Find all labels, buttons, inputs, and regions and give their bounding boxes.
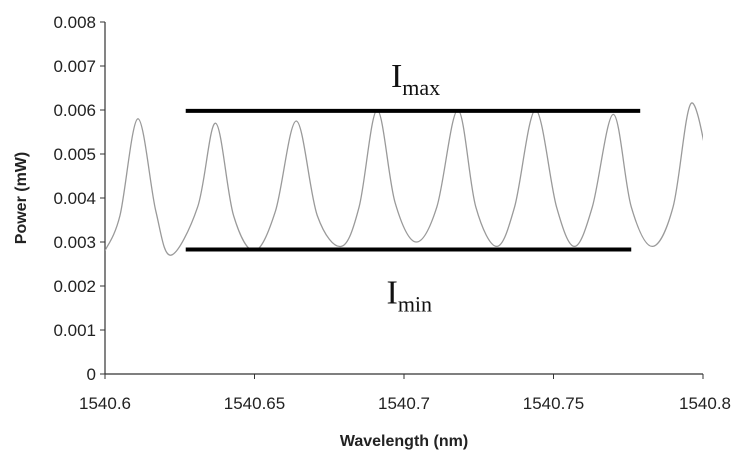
series-layer	[105, 102, 703, 256]
y-axis-ticks: 0 0.001 0.002 0.003 0.004 0.005 0.006 0.007 0.00…	[53, 13, 105, 384]
y-tick-label: 0.005	[53, 145, 96, 164]
y-axis-title: Power (mW)	[13, 152, 30, 244]
x-axis-ticks: 1540.6 1540.65 1540.7 1540.75 1540.8	[79, 374, 731, 413]
x-tick-label: 1540.8	[679, 394, 731, 413]
y-tick-label: 0.007	[53, 57, 96, 76]
y-tick-label: 0.001	[53, 321, 96, 340]
series-line	[105, 102, 703, 256]
reference-lines: Imax Imin	[185, 58, 641, 316]
y-tick-label: 0.008	[53, 13, 96, 32]
reference-label-max: Imax	[391, 58, 440, 100]
y-tick-label: 0.006	[53, 101, 96, 120]
x-tick-label: 1540.6	[79, 394, 131, 413]
x-tick-label: 1540.7	[378, 394, 430, 413]
y-tick-label: 0	[87, 365, 96, 384]
y-tick-label: 0.003	[53, 233, 96, 252]
y-tick-label: 0.004	[53, 189, 96, 208]
x-tick-label: 1540.65	[224, 394, 285, 413]
x-axis-title: Wavelength (nm)	[340, 433, 468, 450]
reference-label-min: Imin	[386, 274, 432, 316]
x-tick-label: 1540.75	[523, 394, 584, 413]
y-tick-label: 0.002	[53, 277, 96, 296]
